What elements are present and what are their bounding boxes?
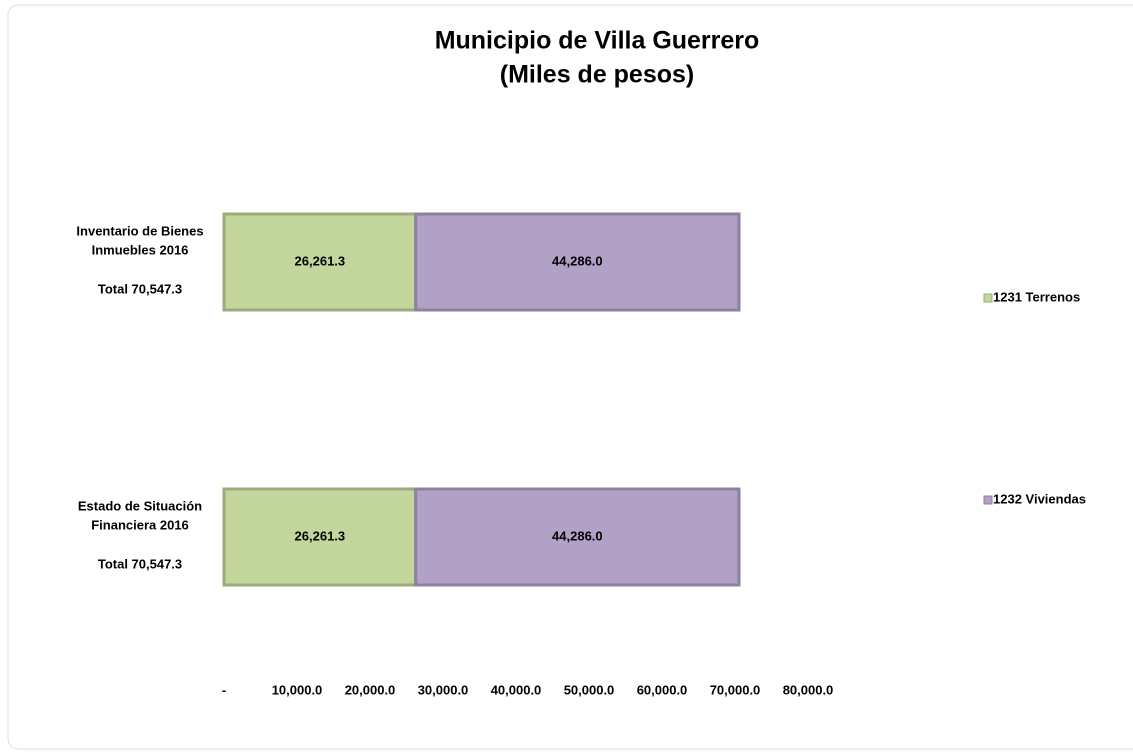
chart-title: Municipio de Villa Guerrero bbox=[435, 27, 760, 55]
bar-segment bbox=[222, 487, 418, 587]
category-label: Estado de Situación bbox=[78, 498, 202, 513]
value-label: 44,286.0 bbox=[552, 253, 603, 268]
legend-label: 1232 Viviendas bbox=[993, 491, 1086, 506]
x-tick-label: 80,000.0 bbox=[783, 682, 834, 697]
legend-swatch bbox=[983, 293, 993, 303]
x-tick-label: 20,000.0 bbox=[345, 682, 396, 697]
x-tick-label: 50,000.0 bbox=[564, 682, 615, 697]
category-label: Financiera 2016 bbox=[91, 517, 189, 532]
category-total: Total 70,547.3 bbox=[98, 556, 182, 571]
value-label: 26,261.3 bbox=[295, 253, 346, 268]
bar-segment bbox=[414, 487, 741, 587]
x-tick-label: 10,000.0 bbox=[272, 682, 323, 697]
legend-swatch bbox=[983, 495, 993, 505]
category-label: Inmuebles 2016 bbox=[92, 242, 189, 257]
x-tick-label: 60,000.0 bbox=[637, 682, 688, 697]
legend-label: 1231 Terrenos bbox=[993, 289, 1080, 304]
category-total: Total 70,547.3 bbox=[98, 281, 182, 296]
category-label: Inventario de Bienes bbox=[76, 223, 203, 238]
x-tick-label: 70,000.0 bbox=[710, 682, 761, 697]
x-tick-label: 40,000.0 bbox=[491, 682, 542, 697]
bar-segment bbox=[222, 212, 418, 312]
chart-subtitle: (Miles de pesos) bbox=[500, 61, 695, 89]
value-label: 44,286.0 bbox=[552, 528, 603, 543]
bar-segment bbox=[414, 212, 741, 312]
x-tick-label: 30,000.0 bbox=[418, 682, 469, 697]
value-label: 26,261.3 bbox=[295, 528, 346, 543]
x-tick-label: - bbox=[222, 682, 226, 697]
chart-frame bbox=[7, 4, 1133, 750]
